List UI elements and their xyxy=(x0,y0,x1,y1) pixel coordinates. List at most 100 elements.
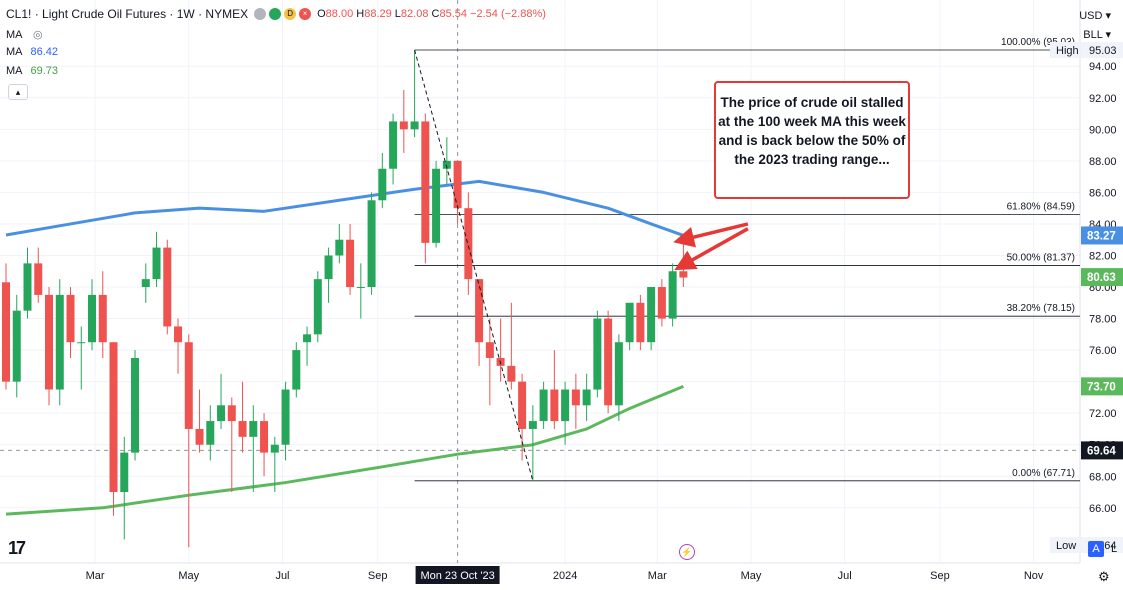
auto-scale-button[interactable]: A xyxy=(1088,541,1104,557)
unit-selector[interactable]: BLL ▾ xyxy=(1083,29,1111,41)
candle-body xyxy=(614,342,623,406)
candle-body xyxy=(539,389,548,422)
price-label: 80.63 xyxy=(1087,272,1116,284)
candle-body xyxy=(582,389,591,406)
y-tick-label: 66.00 xyxy=(1089,503,1117,515)
trend-line-dashed xyxy=(414,49,534,481)
candle-body xyxy=(399,121,408,130)
candle-body xyxy=(421,121,430,243)
price-label-bg xyxy=(1081,41,1123,58)
annotation-arrow xyxy=(674,227,749,271)
gear-icon[interactable]: ⚙ xyxy=(1098,569,1110,584)
log-scale-button[interactable]: L xyxy=(1110,543,1118,555)
candle-body xyxy=(356,287,365,289)
x-tick-label: Jul xyxy=(275,570,289,582)
candle-body xyxy=(270,444,279,453)
delayed-data-icon: D xyxy=(284,8,297,20)
candle-body xyxy=(410,121,419,130)
price-label-bg xyxy=(1081,268,1123,287)
price-label: 83.27 xyxy=(1087,230,1116,242)
fib-level-label: 0.00% (67.71) xyxy=(1012,468,1075,479)
annotation-arrow xyxy=(673,222,749,248)
candle-body xyxy=(195,428,204,445)
candle-body xyxy=(2,282,10,382)
y-tick-label: 76.00 xyxy=(1089,345,1117,357)
annotation-callout[interactable]: The price of crude oil stalled at the 10… xyxy=(714,81,910,199)
y-tick-label: 82.00 xyxy=(1089,250,1117,262)
candle-body xyxy=(464,208,473,280)
ma100-line xyxy=(5,179,684,237)
ma200-line xyxy=(5,384,684,516)
candle-body xyxy=(88,294,97,343)
crosshair-date-bg xyxy=(415,566,500,584)
chart-header: CL1! · Light Crude Oil Futures · 1W · NY… xyxy=(6,7,546,21)
candle-body xyxy=(174,326,183,343)
price-axis xyxy=(1080,0,1123,590)
candle-body xyxy=(442,160,451,169)
candle-body xyxy=(550,389,559,422)
candle-body xyxy=(432,168,441,243)
candle-body xyxy=(518,381,527,429)
candle-body xyxy=(679,271,688,278)
price-label: 95.03 xyxy=(1089,45,1117,57)
candle-body xyxy=(335,239,344,256)
candle-body xyxy=(120,452,129,493)
lightning-icon[interactable]: ⚡ xyxy=(679,544,695,560)
status-dots: D × xyxy=(254,8,312,20)
candle-body xyxy=(346,239,355,288)
candle-body xyxy=(528,421,537,429)
indicator-ma-3[interactable]: MA 69.73 xyxy=(6,65,59,77)
candle-body xyxy=(109,342,118,493)
candle-body xyxy=(668,271,677,319)
y-tick-label: 92.00 xyxy=(1089,93,1117,105)
close-icon[interactable]: × xyxy=(299,8,312,20)
candle-body xyxy=(141,279,150,288)
fib-level-label: 100.00% (95.03) xyxy=(1001,37,1075,48)
price-label-bg xyxy=(1081,226,1123,245)
price-note: Low xyxy=(1056,540,1076,552)
candle-body xyxy=(12,310,21,382)
chevron-up-icon[interactable]: ▴ xyxy=(8,84,28,100)
candle-body xyxy=(163,247,172,327)
candle-body xyxy=(249,421,258,437)
price-label-bg xyxy=(1081,377,1123,396)
x-tick-label: Sep xyxy=(930,570,950,582)
candle-body xyxy=(292,350,301,390)
candle-body xyxy=(23,263,32,311)
candle-body xyxy=(152,247,161,280)
eye-slash-icon[interactable]: ◎ xyxy=(32,29,43,41)
candle-body xyxy=(389,121,398,169)
currency-selector[interactable]: USD ▾ xyxy=(1079,10,1111,22)
x-tick-label: May xyxy=(178,570,199,582)
candle-body xyxy=(625,302,634,343)
candle-body xyxy=(593,318,602,390)
candle-body xyxy=(485,342,494,358)
ohlc-values: O88.00 H88.29 L82.08 C85.54 −2.54 (−2.88… xyxy=(317,8,546,20)
y-tick-label: 90.00 xyxy=(1089,124,1117,136)
y-tick-label: 86.00 xyxy=(1089,187,1117,199)
candle-body xyxy=(55,294,64,390)
price-note-bg xyxy=(1050,41,1080,58)
y-tick-label: 78.00 xyxy=(1089,314,1117,326)
candle-body xyxy=(378,168,387,201)
candle-body xyxy=(77,342,86,344)
indicator-ma-1[interactable]: MA ◎ xyxy=(6,29,43,41)
fib-level-label: 38.20% (78.15) xyxy=(1007,303,1075,314)
candle-body xyxy=(313,279,322,335)
fib-level-label: 50.00% (81.37) xyxy=(1007,252,1075,263)
tradingview-logo[interactable]: 17 xyxy=(8,538,26,558)
x-tick-label: 2024 xyxy=(553,570,577,582)
price-label: 69.64 xyxy=(1087,445,1116,457)
candle-body xyxy=(453,160,462,209)
candle-body xyxy=(475,279,484,343)
market-status-icon xyxy=(254,8,267,20)
indicator-ma-2[interactable]: MA 86.42 xyxy=(6,46,59,58)
y-tick-label: 88.00 xyxy=(1089,156,1117,168)
y-tick-label: 72.00 xyxy=(1089,408,1117,420)
x-tick-label: Nov xyxy=(1024,570,1044,582)
candle-body xyxy=(281,389,290,445)
candle-body xyxy=(367,200,376,288)
candle-body xyxy=(604,318,613,406)
symbol-title[interactable]: CL1! · Light Crude Oil Futures · 1W · NY… xyxy=(6,7,249,21)
